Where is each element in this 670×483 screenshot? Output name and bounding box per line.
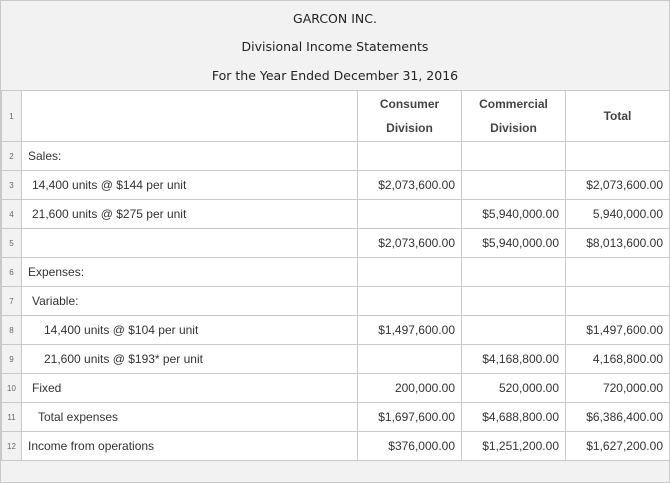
row-label: Expenses: <box>21 257 358 287</box>
consumer-header-line2: Division <box>386 121 433 135</box>
table-row: 12 Income from operations $376,000.00 $1… <box>1 431 670 461</box>
column-header-row: 1 Consumer Division Commercial Division … <box>1 90 670 142</box>
row-label: Income from operations <box>21 431 358 461</box>
commercial-value: $4,688,800.00 <box>461 402 566 432</box>
row-number: 8 <box>1 315 22 345</box>
total-value: $6,386,400.00 <box>565 402 670 432</box>
total-value: $2,073,600.00 <box>565 170 670 200</box>
total-value: 720,000.00 <box>565 373 670 403</box>
row-number: 12 <box>1 431 22 461</box>
total-value <box>565 286 670 316</box>
consumer-value <box>357 141 462 171</box>
total-value <box>565 257 670 287</box>
commercial-value: $5,940,000.00 <box>461 199 566 229</box>
statement-title: Divisional Income Statements <box>241 39 429 54</box>
total-value: 5,940,000.00 <box>565 199 670 229</box>
row-label: Variable: <box>21 286 358 316</box>
consumer-value <box>357 286 462 316</box>
table-row: 8 14,400 units @ $104 per unit $1,497,60… <box>1 315 670 345</box>
table-row: 5 $2,073,600.00 $5,940,000.00 $8,013,600… <box>1 228 670 258</box>
row-number: 10 <box>1 373 22 403</box>
row-label <box>21 228 358 258</box>
table-row: 6 Expenses: <box>1 257 670 287</box>
commercial-value <box>461 257 566 287</box>
table-row: 7 Variable: <box>1 286 670 316</box>
row-number: 11 <box>1 402 22 432</box>
row-number: 3 <box>1 170 22 200</box>
total-value: $8,013,600.00 <box>565 228 670 258</box>
row-label: 21,600 units @ $275 per unit <box>21 199 358 229</box>
consumer-value: $376,000.00 <box>357 431 462 461</box>
consumer-division-header: Consumer Division <box>357 90 462 142</box>
row-number: 9 <box>1 344 22 374</box>
commercial-header-line1: Commercial <box>479 97 548 111</box>
table-row: 3 14,400 units @ $144 per unit $2,073,60… <box>1 170 670 200</box>
table-row: 2 Sales: <box>1 141 670 171</box>
label-header-cell <box>21 90 358 142</box>
consumer-value: $2,073,600.00 <box>357 228 462 258</box>
row-number: 7 <box>1 286 22 316</box>
commercial-value: $5,940,000.00 <box>461 228 566 258</box>
company-name: GARCON INC. <box>293 11 377 26</box>
total-header: Total <box>565 90 670 142</box>
row-label: Fixed <box>21 373 358 403</box>
commercial-value: 520,000.00 <box>461 373 566 403</box>
row-number: 4 <box>1 199 22 229</box>
row-label: Sales: <box>21 141 358 171</box>
row-number: 2 <box>1 141 22 171</box>
row-label: 14,400 units @ $104 per unit <box>21 315 358 345</box>
statement-header: GARCON INC. Divisional Income Statements… <box>1 1 669 90</box>
row-number: 5 <box>1 228 22 258</box>
consumer-value <box>357 199 462 229</box>
consumer-value <box>357 257 462 287</box>
table-row: 4 21,600 units @ $275 per unit $5,940,00… <box>1 199 670 229</box>
total-value <box>565 141 670 171</box>
statement-period: For the Year Ended December 31, 2016 <box>211 68 459 83</box>
row-label: 21,600 units @ $193* per unit <box>21 344 358 374</box>
commercial-division-header: Commercial Division <box>461 90 566 142</box>
table-row: 11 Total expenses $1,697,600.00 $4,688,8… <box>1 402 670 432</box>
commercial-value: $4,168,800.00 <box>461 344 566 374</box>
commercial-header-line2: Division <box>490 121 537 135</box>
consumer-value: $1,697,600.00 <box>357 402 462 432</box>
table-row: 10 Fixed 200,000.00 520,000.00 720,000.0… <box>1 373 670 403</box>
consumer-header-line1: Consumer <box>379 97 440 111</box>
commercial-value <box>461 141 566 171</box>
consumer-value: $2,073,600.00 <box>357 170 462 200</box>
row-label: 14,400 units @ $144 per unit <box>21 170 358 200</box>
consumer-value: 200,000.00 <box>357 373 462 403</box>
commercial-value <box>461 286 566 316</box>
commercial-value <box>461 170 566 200</box>
commercial-value <box>461 315 566 345</box>
row-number: 6 <box>1 257 22 287</box>
consumer-value <box>357 344 462 374</box>
row-number: 1 <box>1 90 22 142</box>
total-value: $1,497,600.00 <box>565 315 670 345</box>
total-value: $1,627,200.00 <box>565 431 670 461</box>
statement-table: 1 Consumer Division Commercial Division … <box>1 90 670 461</box>
table-row: 9 21,600 units @ $193* per unit $4,168,8… <box>1 344 670 374</box>
row-label: Total expenses <box>21 402 358 432</box>
total-value: 4,168,800.00 <box>565 344 670 374</box>
consumer-value: $1,497,600.00 <box>357 315 462 345</box>
commercial-value: $1,251,200.00 <box>461 431 566 461</box>
